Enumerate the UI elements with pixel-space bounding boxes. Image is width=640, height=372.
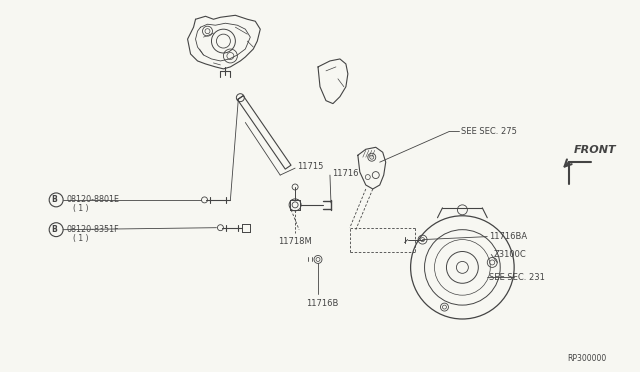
Text: RP300000: RP300000	[567, 354, 606, 363]
Text: 11718M: 11718M	[278, 237, 312, 246]
Text: ( 1 ): ( 1 )	[73, 234, 88, 243]
Text: 11715: 11715	[297, 162, 323, 171]
Text: Z3100C: Z3100C	[493, 250, 526, 259]
Text: SEE SEC. 231: SEE SEC. 231	[489, 273, 545, 282]
Text: 08120-8801E: 08120-8801E	[66, 195, 119, 204]
Text: 11716BA: 11716BA	[489, 232, 527, 241]
Text: 08120-8351F: 08120-8351F	[66, 225, 119, 234]
Text: B: B	[51, 225, 57, 234]
Text: 11716: 11716	[332, 169, 358, 177]
Text: FRONT: FRONT	[574, 145, 616, 155]
Text: B: B	[51, 195, 57, 204]
Text: ( 1 ): ( 1 )	[73, 204, 88, 213]
Text: 11716B: 11716B	[306, 299, 339, 308]
Text: SEE SEC. 275: SEE SEC. 275	[461, 127, 517, 136]
